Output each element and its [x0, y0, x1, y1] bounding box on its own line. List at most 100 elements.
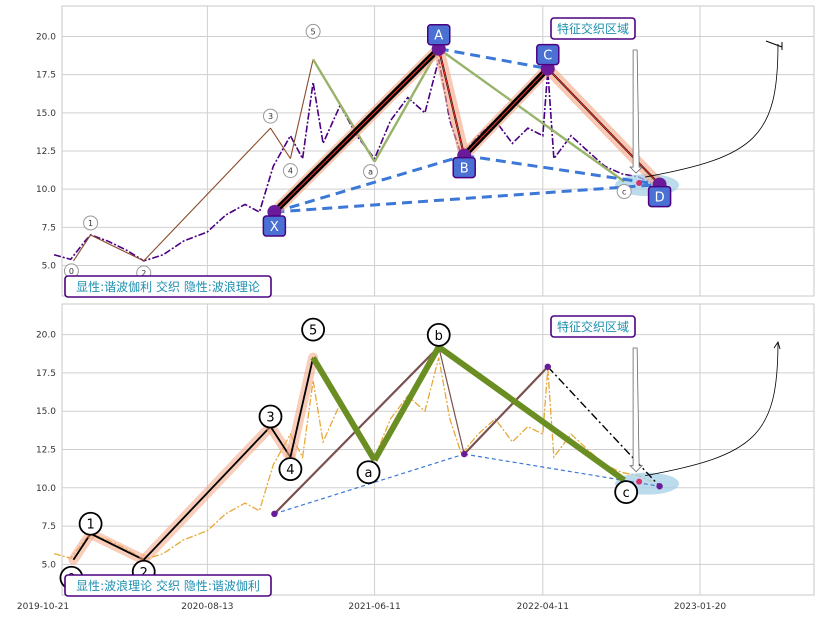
wave-segment-23 [143, 127, 271, 262]
wave-point-label-4: 4 [288, 167, 293, 176]
wave-point-label-3: 3 [266, 411, 274, 426]
wave-point-label-1: 1 [86, 518, 94, 533]
harmonic-label-A: A [434, 29, 443, 44]
top-curved-arrow-head [765, 40, 783, 50]
wave-point-circle-5 [301, 317, 326, 342]
wave-point-circle-4 [278, 457, 303, 482]
harmonic-point-B [461, 450, 468, 458]
bottom-panel: 5.07.510.012.515.017.520.0012345abc特征交织区… [17, 303, 815, 612]
wave-segment-ab [373, 48, 440, 163]
harmonic-leg-AB [438, 346, 465, 455]
x-tick-label: 2022-04-11 [517, 602, 569, 612]
wave-point-circle-3 [258, 404, 283, 429]
wave-point-label-2: 2 [140, 566, 148, 581]
top-zone-label: 特征交织区域 [557, 21, 629, 36]
harmonic-label-box-A [426, 23, 451, 46]
wave-segment-01 [72, 234, 92, 262]
wave-point-label-c: c [622, 188, 626, 197]
top-y-tick-label: 20.0 [36, 33, 56, 43]
bottom-zone-label-box [550, 315, 636, 338]
wave-point-label-a: a [365, 466, 373, 481]
top-title: 显性:谐波伽利 交织 隐性:波浪理论 [76, 279, 260, 294]
top-hollow-arrow-icon [629, 49, 644, 174]
wave-point-label-5: 5 [311, 27, 316, 36]
wave-segment-45 [289, 357, 314, 458]
wave-segment-5a [312, 58, 376, 163]
bottom-zone-label: 特征交织区域 [557, 319, 629, 334]
harmonic-label-box-C [536, 43, 560, 66]
harmonic-point-D [656, 483, 663, 490]
harmonic-dashed-AC [438, 47, 549, 71]
wave-segment-5a [310, 356, 378, 462]
top-price-series [53, 59, 653, 262]
top-curved-arrow-icon [645, 43, 779, 178]
bottom-target-dot [636, 478, 643, 485]
harmonic-label-box-D [647, 185, 672, 208]
wave-point-label-4: 4 [286, 463, 294, 478]
top-zone-label-box [550, 17, 636, 40]
bottom-y-tick-label: 5.0 [42, 560, 57, 570]
harmonic-leg-core-AB [438, 48, 465, 156]
x-tick-label: 2019-10-21 [17, 602, 69, 612]
bottom-y-tick-label: 17.5 [36, 369, 56, 379]
bottom-y-tick-label: 20.0 [36, 331, 56, 341]
harmonic-dashed-BD [463, 154, 660, 187]
wave-point-circle-1 [78, 511, 103, 536]
harmonic-label-box-X [262, 215, 287, 237]
wave-point-label-0: 0 [69, 267, 74, 276]
wave-point-circle-c [616, 184, 632, 200]
wave-point-label-a: a [368, 168, 373, 177]
wave-point-circle-1 [83, 215, 99, 231]
x-tick-label: 2021-06-11 [348, 602, 400, 612]
wave-point-circle-a [356, 460, 381, 485]
bottom-hollow-arrow-icon [629, 347, 644, 473]
bottom-y-tick-label: 12.5 [36, 446, 56, 456]
wave-point-label-b: b [435, 329, 443, 344]
top-y-tick-label: 12.5 [36, 147, 56, 157]
top-panel: 5.0 7.5 10.0 12.5 15.0 17.5 20.0 X A B C D 0 1 2 3 4 5 a c 特… [36, 5, 815, 298]
wave-point-circle-4 [282, 163, 298, 179]
bottom-curved-arrow-icon [645, 341, 779, 477]
harmonic-leg-core-CD [547, 68, 660, 185]
harmonic-label-C: C [543, 49, 552, 64]
wave-segment-bc [438, 47, 625, 183]
bottom-y-tick-label: 7.5 [42, 522, 56, 532]
wave-point-label-c: c [623, 486, 630, 501]
harmonic-leg-core-XA [274, 48, 440, 213]
wave-point-circle-a [363, 164, 379, 180]
top-y-tick-label: 17.5 [36, 71, 56, 81]
wave-segment-01 [72, 533, 92, 561]
top-title-box [64, 275, 272, 298]
harmonic-dashed-XB [273, 154, 465, 214]
wave-segment-12 [90, 234, 144, 262]
harmonic-label-X: X [270, 220, 279, 235]
wave-segment-23 [143, 425, 272, 561]
wave-point-label-3: 3 [268, 112, 273, 121]
top-y-tick-label: 15.0 [36, 109, 56, 119]
wave-point-circle-3 [262, 108, 278, 124]
harmonic-leg-CD [547, 366, 661, 487]
harmonic-label-B: B [460, 162, 469, 177]
top-y-tick-label: 10.0 [36, 185, 56, 195]
harmonic-point-X [271, 510, 278, 518]
wave-point-label-1: 1 [88, 219, 93, 228]
top-y-tick-label: 7.5 [42, 223, 56, 233]
wave-segment-12 [90, 532, 145, 561]
bottom-curved-arrow-head [773, 340, 781, 350]
wave-segment-34 [270, 127, 291, 159]
x-tick-label: 2023-01-20 [674, 602, 727, 612]
bottom-title-box [64, 574, 272, 597]
wave-point-circle-5 [305, 23, 321, 39]
bottom-y-tick-label: 15.0 [36, 407, 56, 417]
wave-segment-bc [436, 344, 626, 483]
harmonic-label-D: D [655, 191, 665, 206]
harmonic-leg-core-BC [463, 68, 549, 156]
wave-point-circle-c [614, 480, 639, 505]
x-tick-label: 2020-08-13 [181, 602, 233, 612]
harmonic-leg-BC [463, 366, 549, 455]
wave-segment-45 [289, 59, 314, 159]
wave-point-circle-b [426, 322, 451, 347]
top-target-dot [636, 180, 643, 187]
top-y-tick-label: 5.0 [42, 261, 57, 271]
